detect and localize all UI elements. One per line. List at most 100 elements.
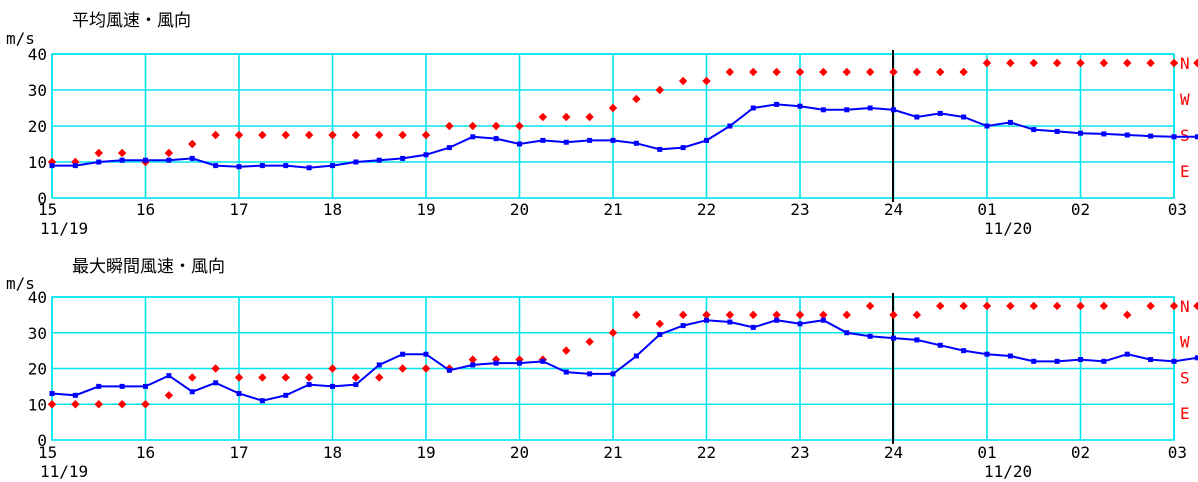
direction-point — [188, 139, 197, 149]
speed-point — [236, 391, 242, 397]
direction-point — [281, 130, 290, 140]
speed-point — [587, 371, 593, 377]
speed-point — [1148, 357, 1154, 363]
direction-point — [211, 364, 220, 373]
direction-axis-label: E — [1180, 404, 1190, 423]
direction-point — [71, 157, 80, 167]
speed-point — [96, 383, 102, 389]
direction-point — [1169, 58, 1179, 68]
speed-point — [680, 145, 686, 151]
y-unit-label: m/s — [6, 29, 35, 48]
x-tick-label: 02 — [1071, 200, 1090, 219]
y-tick-label: 20 — [28, 117, 47, 136]
direction-point — [375, 130, 384, 140]
speed-point — [937, 342, 943, 348]
speed-point — [283, 392, 289, 398]
speed-point — [867, 105, 873, 111]
direction-point — [795, 310, 805, 320]
direction-point — [538, 112, 548, 122]
direction-point — [304, 373, 314, 382]
direction-axis-label: S — [1180, 126, 1190, 145]
speed-point — [1054, 128, 1060, 134]
direction-point — [1169, 301, 1179, 311]
speed-point — [961, 348, 967, 354]
direction-point — [725, 310, 735, 320]
speed-point — [1054, 358, 1060, 364]
x-tick-label: 23 — [790, 443, 809, 462]
speed-point — [72, 163, 78, 169]
speed-point — [984, 351, 990, 357]
x-tick-label: 20 — [510, 200, 529, 219]
y-tick-label: 20 — [28, 360, 47, 379]
speed-point — [353, 382, 359, 388]
x-tick-label: 01 — [977, 443, 996, 462]
speed-point — [1101, 358, 1107, 364]
speed-point — [797, 103, 803, 109]
direction-point — [258, 130, 267, 140]
plot-frame — [51, 53, 1175, 199]
direction-axis-label: N — [1180, 54, 1190, 73]
speed-point — [236, 164, 242, 170]
x-tick-label: 18 — [323, 443, 342, 462]
speed-point — [400, 351, 406, 357]
speed-point — [166, 373, 172, 379]
speed-point — [1171, 358, 1177, 364]
date-label: 11/19 — [40, 219, 88, 238]
speed-point — [189, 155, 195, 161]
speed-series-line — [52, 103, 1198, 169]
direction-point — [1099, 301, 1109, 311]
direction-point — [304, 130, 314, 140]
y-tick-label: 10 — [28, 395, 47, 414]
speed-point — [1007, 353, 1013, 359]
direction-point — [164, 391, 174, 400]
direction-point — [1052, 301, 1062, 311]
speed-point — [1007, 119, 1013, 125]
direction-point — [328, 364, 337, 373]
direction-point — [375, 373, 384, 382]
direction-point — [842, 67, 851, 77]
direction-point — [655, 85, 664, 95]
direction-point — [398, 130, 407, 140]
x-tick-label: 23 — [790, 200, 809, 219]
speed-point — [423, 351, 429, 357]
date-label: 11/20 — [984, 462, 1032, 481]
speed-point — [844, 330, 850, 336]
x-tick-label: 17 — [229, 200, 248, 219]
direction-point — [94, 400, 103, 409]
x-tick-label: 21 — [603, 200, 622, 219]
direction-point — [842, 310, 851, 320]
direction-point — [1193, 301, 1198, 311]
direction-point — [608, 103, 618, 113]
speed-point — [657, 332, 663, 338]
x-tick-label: 20 — [510, 443, 529, 462]
speed-point — [1031, 127, 1037, 133]
direction-point — [445, 121, 454, 131]
x-tick-label: 18 — [323, 200, 342, 219]
x-tick-label: 15 — [38, 200, 57, 219]
speed-point — [376, 157, 382, 163]
direction-point — [141, 400, 150, 409]
speed-point — [1148, 133, 1154, 139]
speed-point — [1124, 132, 1130, 138]
chart-title: 最大瞬間風速・風向 — [72, 257, 225, 277]
y-tick-label: 30 — [28, 324, 47, 343]
speed-series-line — [51, 319, 1198, 402]
speed-point — [213, 163, 219, 169]
direction-point — [655, 319, 664, 329]
speed-point — [306, 382, 312, 388]
speed-point — [844, 107, 850, 113]
direction-point — [234, 130, 244, 140]
y-tick-label: 40 — [28, 45, 47, 64]
direction-point — [328, 130, 337, 140]
direction-point — [889, 67, 898, 77]
direction-point — [1146, 301, 1155, 311]
speed-point — [517, 141, 522, 147]
direction-point — [491, 121, 501, 131]
direction-point — [398, 364, 407, 373]
direction-point — [234, 373, 244, 382]
date-label: 11/19 — [40, 462, 88, 481]
direction-point — [562, 112, 571, 122]
direction-point — [1006, 58, 1015, 68]
direction-point — [819, 67, 828, 77]
speed-point — [330, 163, 335, 169]
